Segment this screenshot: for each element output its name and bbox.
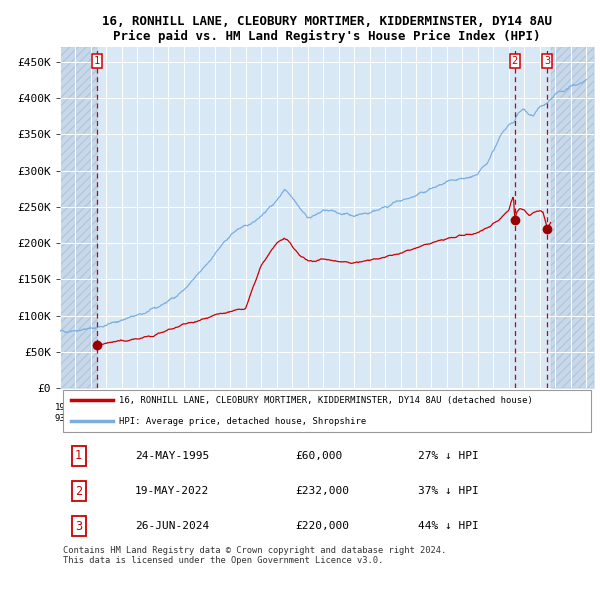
Text: 20
02: 20 02 — [194, 404, 205, 423]
Text: 19
94: 19 94 — [70, 404, 81, 423]
Text: 20
06: 20 06 — [256, 404, 266, 423]
Text: 20
12: 20 12 — [349, 404, 359, 423]
Text: 2: 2 — [75, 484, 82, 497]
Text: 20
11: 20 11 — [333, 404, 344, 423]
Text: 20
15: 20 15 — [395, 404, 406, 423]
Text: 20
01: 20 01 — [178, 404, 189, 423]
Text: 1: 1 — [94, 55, 100, 65]
Text: 20
03: 20 03 — [209, 404, 220, 423]
Text: 3: 3 — [544, 55, 551, 65]
Text: 26-JUN-2024: 26-JUN-2024 — [135, 521, 209, 531]
Text: 20
27: 20 27 — [581, 404, 592, 423]
Text: 44% ↓ HPI: 44% ↓ HPI — [418, 521, 479, 531]
Text: 20
20: 20 20 — [473, 404, 483, 423]
Text: 19
99: 19 99 — [148, 404, 158, 423]
Text: 20
23: 20 23 — [519, 404, 530, 423]
Text: 19
98: 19 98 — [132, 404, 143, 423]
Text: 20
13: 20 13 — [364, 404, 375, 423]
Text: 20
09: 20 09 — [302, 404, 313, 423]
Text: 2: 2 — [512, 55, 518, 65]
Text: 20
04: 20 04 — [225, 404, 236, 423]
Text: 20
07: 20 07 — [271, 404, 282, 423]
Text: 20
08: 20 08 — [287, 404, 298, 423]
Text: 37% ↓ HPI: 37% ↓ HPI — [418, 486, 479, 496]
Text: £60,000: £60,000 — [295, 451, 342, 461]
Text: 19
93: 19 93 — [55, 404, 65, 423]
Text: 16, RONHILL LANE, CLEOBURY MORTIMER, KIDDERMINSTER, DY14 8AU (detached house): 16, RONHILL LANE, CLEOBURY MORTIMER, KID… — [119, 396, 533, 405]
Text: 20
14: 20 14 — [380, 404, 391, 423]
Text: 3: 3 — [75, 520, 82, 533]
Text: 20
19: 20 19 — [457, 404, 468, 423]
Text: 20
05: 20 05 — [241, 404, 251, 423]
Text: 27% ↓ HPI: 27% ↓ HPI — [418, 451, 479, 461]
Text: 20
24: 20 24 — [535, 404, 545, 423]
Text: 20
16: 20 16 — [410, 404, 421, 423]
Text: 19
96: 19 96 — [101, 404, 112, 423]
Text: Contains HM Land Registry data © Crown copyright and database right 2024.
This d: Contains HM Land Registry data © Crown c… — [62, 546, 446, 565]
Text: 20
10: 20 10 — [318, 404, 329, 423]
Title: 16, RONHILL LANE, CLEOBURY MORTIMER, KIDDERMINSTER, DY14 8AU
Price paid vs. HM L: 16, RONHILL LANE, CLEOBURY MORTIMER, KID… — [102, 15, 552, 43]
Text: £220,000: £220,000 — [295, 521, 349, 531]
Text: £232,000: £232,000 — [295, 486, 349, 496]
Text: 20
25: 20 25 — [550, 404, 560, 423]
FancyBboxPatch shape — [62, 390, 592, 432]
Text: 19
97: 19 97 — [116, 404, 127, 423]
Text: 19-MAY-2022: 19-MAY-2022 — [135, 486, 209, 496]
Text: 20
17: 20 17 — [426, 404, 437, 423]
Text: 20
18: 20 18 — [442, 404, 452, 423]
Text: 19
95: 19 95 — [86, 404, 97, 423]
Text: 20
00: 20 00 — [163, 404, 174, 423]
Text: 24-MAY-1995: 24-MAY-1995 — [135, 451, 209, 461]
Text: HPI: Average price, detached house, Shropshire: HPI: Average price, detached house, Shro… — [119, 417, 366, 426]
Text: 20
22: 20 22 — [503, 404, 514, 423]
Text: 1: 1 — [75, 449, 82, 463]
Text: 20
26: 20 26 — [565, 404, 576, 423]
Text: 20
21: 20 21 — [488, 404, 499, 423]
